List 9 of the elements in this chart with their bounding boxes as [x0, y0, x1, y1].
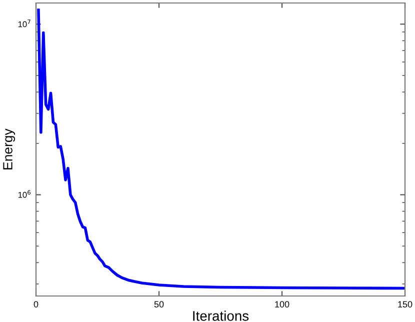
y-axis-title: Energy: [3, 128, 16, 170]
y-tick-label: 10$^{6}$: [18, 190, 30, 198]
x-tick-label: 50: [154, 301, 164, 308]
x-axis-title: Iterations: [193, 310, 249, 321]
x-tick-label: 0: [34, 301, 38, 308]
line-series: [37, 8, 405, 290]
x-tick-label: 100: [275, 301, 290, 308]
x-tick-label: 150: [398, 301, 412, 308]
y-tick-label: 10$^{7}$: [18, 20, 30, 28]
